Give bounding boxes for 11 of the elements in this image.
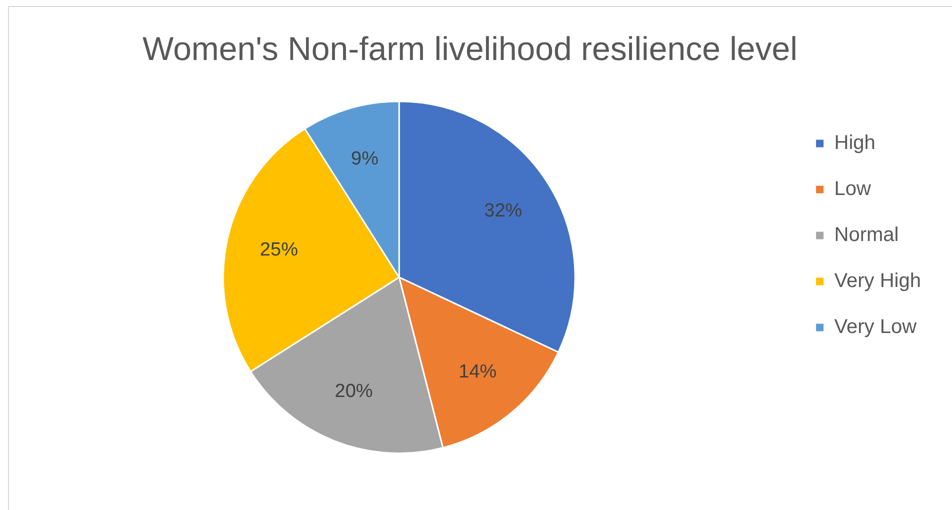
data-label: 9% bbox=[351, 148, 379, 170]
data-label: 25% bbox=[260, 240, 298, 261]
legend-label: Normal bbox=[834, 224, 899, 246]
legend-label: Very High bbox=[834, 270, 922, 292]
chart-title: Women's Non-farm livelihood resilience level bbox=[142, 30, 798, 67]
data-label: 32% bbox=[484, 200, 522, 222]
legend-label: Low bbox=[834, 178, 872, 200]
data-label: 20% bbox=[334, 381, 373, 402]
data-label: 14% bbox=[458, 361, 497, 382]
legend-label: Very Low bbox=[834, 316, 918, 338]
legend-label: High bbox=[834, 132, 876, 154]
